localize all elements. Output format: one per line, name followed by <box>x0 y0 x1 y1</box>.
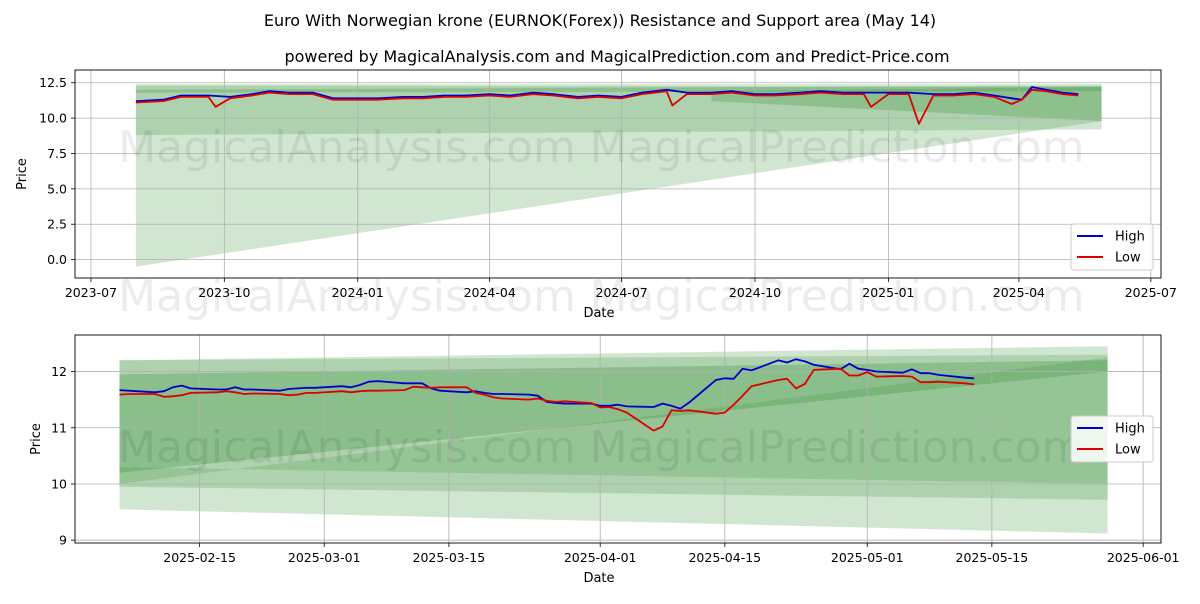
bottom-x-tick-label-7: 2025-06-01 <box>1107 550 1180 565</box>
top-watermark-1: MagicalPrediction.com <box>590 122 1085 173</box>
bottom-x-tick-label-4: 2025-04-15 <box>688 550 761 565</box>
bottom-y-tick-label-2: 11 <box>51 420 67 435</box>
top-x-tick-label-8: 2025-07 <box>1125 285 1177 300</box>
bottom-series-low-line <box>119 367 975 432</box>
top-y-axis-label: Price <box>15 158 30 190</box>
mid-watermark-0: MagicalAnalysis.com <box>118 271 576 322</box>
chart-title: Euro With Norwegian krone (EURNOK(Forex)… <box>264 11 936 30</box>
top-x-axis-label: Date <box>583 306 614 321</box>
top-y-tick-label-1: 2.5 <box>47 217 67 232</box>
top-y-tick-label-2: 5.0 <box>47 181 67 196</box>
bottom-band-3 <box>119 357 1108 484</box>
top-y-tick-label-4: 10.0 <box>39 111 67 126</box>
bottom-plot-frame <box>74 334 1162 544</box>
top-legend-label-high: High <box>1115 230 1145 245</box>
top-x-tick-label-4: 2024-07 <box>596 285 648 300</box>
bottom-legend-label-low: Low <box>1115 443 1141 458</box>
bottom-x-tick-label-3: 2025-04-01 <box>564 550 637 565</box>
bottom-watermark-0: MagicalAnalysis.com <box>118 422 576 473</box>
chart-subtitle: powered by MagicalAnalysis.com and Magic… <box>284 47 949 66</box>
top-series-high-line <box>135 86 1079 102</box>
top-x-tick-label-2: 2024-01 <box>332 285 384 300</box>
bottom-y-axis-label: Price <box>29 423 44 455</box>
bottom-y-tick-label-3: 12 <box>51 364 67 379</box>
bottom-legend-label-high: High <box>1115 422 1145 437</box>
top-x-tick-label-3: 2024-04 <box>464 285 516 300</box>
top-band-0 <box>135 84 1102 267</box>
top-x-tick-label-6: 2025-01 <box>862 285 914 300</box>
bottom-chart-panel: 2025-02-15 2025-03-01 2025-03-15 2025-04-01… <box>29 334 1180 586</box>
top-y-tick-label-3: 7.5 <box>47 146 67 161</box>
top-series-low-line <box>135 88 1079 125</box>
top-x-tick-label-0: 2023-07 <box>65 285 117 300</box>
bottom-x-tick-label-6: 2025-05-15 <box>956 550 1029 565</box>
mid-watermark-1: MagicalPrediction.com <box>590 271 1085 322</box>
bottom-band-0 <box>119 346 1108 534</box>
bottom-band-2 <box>119 360 1108 473</box>
bottom-x-axis-label: Date <box>583 571 614 586</box>
top-watermark-0: MagicalAnalysis.com <box>118 122 576 173</box>
top-chart-panel: 2023-07 2023-10 2024-01 2024-04 2024-07 2024-… <box>15 69 1177 322</box>
top-x-tick-label-1: 2023-10 <box>198 285 250 300</box>
top-x-tick-label-7: 2025-04 <box>993 285 1045 300</box>
bottom-x-tick-label-0: 2025-02-15 <box>163 550 236 565</box>
bottom-series-high-line <box>119 358 975 410</box>
bottom-x-tick-label-5: 2025-05-01 <box>831 550 904 565</box>
bottom-y-tick-label-0: 9 <box>59 533 67 548</box>
bottom-x-tick-label-2: 2025-03-15 <box>413 550 486 565</box>
bottom-x-tick-label-1: 2025-03-01 <box>288 550 361 565</box>
top-x-tick-label-5: 2024-10 <box>729 285 781 300</box>
top-band-2 <box>135 85 1102 93</box>
top-band-3 <box>711 86 1102 121</box>
top-legend-label-low: Low <box>1115 251 1141 266</box>
bottom-watermark-1: MagicalPrediction.com <box>590 422 1085 473</box>
top-y-tick-label-0: 0.0 <box>47 252 67 267</box>
bottom-y-tick-label-1: 10 <box>51 476 67 491</box>
top-plot-frame <box>74 69 1162 279</box>
top-y-tick-label-5: 12.5 <box>39 75 67 90</box>
